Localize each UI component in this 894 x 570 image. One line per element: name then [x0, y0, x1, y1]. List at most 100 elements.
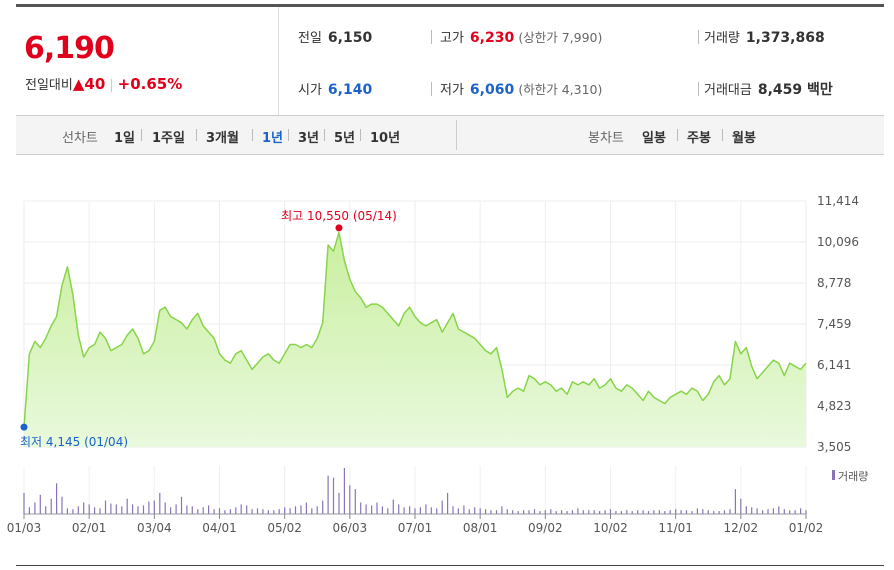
divider: [196, 129, 197, 141]
trade-amount: 거래대금 8,459 백만: [704, 79, 833, 99]
volume-bar: [322, 500, 324, 514]
volume-bar: [425, 504, 427, 514]
prev-close-value: 6,150: [327, 30, 373, 46]
volume-bar: [39, 494, 41, 514]
volume-bar: [311, 508, 313, 515]
volume-bar: [685, 510, 688, 514]
volume-bar: [23, 492, 25, 514]
volume-bar: [229, 509, 231, 514]
x-tick-label: 12/02: [724, 521, 759, 535]
volume-bar: [240, 504, 242, 514]
change-label: 전일대비: [25, 78, 73, 93]
volume-bar: [414, 508, 416, 515]
volume-bar: [566, 511, 568, 514]
volume-value: 1,373,868: [745, 30, 825, 46]
price-line: [23, 231, 807, 428]
chart-tabs: 선차트 1일 1주일 3개월 1년 3년 5년 10년 봉차트 일봉 주봉 월봉: [16, 116, 884, 155]
divider: [698, 82, 699, 96]
volume-bar: [474, 507, 476, 514]
divider: [431, 82, 432, 96]
volume-legend-label: 거래량: [838, 470, 868, 483]
volume-bar: [479, 508, 481, 515]
volume-bar: [528, 510, 530, 514]
open-label: 시가: [298, 83, 322, 98]
volume-bar: [756, 508, 758, 515]
volume: 거래량 1,373,868: [704, 27, 825, 46]
volume-bar: [718, 511, 720, 514]
tab-1d[interactable]: 1일: [114, 131, 136, 146]
tab-1y[interactable]: 1년: [262, 131, 284, 146]
volume-bar: [468, 509, 470, 514]
divider: [698, 30, 699, 44]
divider: [722, 129, 723, 141]
volume-bar: [392, 499, 394, 514]
volume-bar: [447, 492, 449, 514]
volume-bar: [647, 511, 650, 514]
volume-bar: [88, 504, 90, 514]
volume-bar: [305, 502, 307, 514]
volume-bar: [332, 477, 335, 514]
volume-bar: [256, 508, 259, 515]
volume-bar: [696, 508, 698, 515]
tab-3y[interactable]: 3년: [298, 131, 320, 146]
volume-bar: [66, 508, 68, 515]
price-area: [24, 232, 806, 447]
tab-group-divider: [456, 120, 457, 150]
volume-bar: [202, 507, 204, 514]
volume-bar: [604, 510, 606, 514]
volume-bar: [132, 504, 134, 514]
tab-3m[interactable]: 3개월: [206, 131, 239, 146]
volume-bar: [126, 498, 128, 514]
tab-monthly[interactable]: 월봉: [732, 131, 756, 146]
volume-bar: [110, 503, 112, 514]
volume-bar: [533, 509, 536, 514]
volume-bar: [702, 509, 704, 514]
volume-bar: [343, 468, 345, 514]
volume-bar: [794, 510, 796, 514]
volume-bar: [398, 504, 400, 514]
tab-5y[interactable]: 5년: [334, 131, 356, 146]
change-percent: +0.65%: [117, 75, 183, 93]
volume-bar: [409, 506, 411, 514]
tab-weekly[interactable]: 주봉: [687, 131, 711, 146]
y-tick-label: 7,459: [817, 317, 851, 331]
volume-bar: [170, 507, 172, 514]
volume-bar: [218, 508, 221, 515]
volume-bar: [772, 508, 774, 515]
volume-bar: [762, 510, 764, 514]
divider: [677, 129, 678, 141]
y-tick-label: 6,141: [817, 358, 851, 372]
volume-bar: [430, 507, 432, 514]
volume-bar: [691, 511, 693, 514]
open-value: 6,140: [327, 82, 373, 98]
low-value: 6,060: [469, 82, 515, 98]
high-price: 고가 6,230 (상한가 7,990): [440, 27, 602, 46]
volume-bar: [191, 506, 193, 514]
x-tick-label: 01/02: [789, 521, 824, 535]
volume-bar: [631, 511, 633, 514]
volume-bar: [544, 510, 546, 514]
low-price: 저가 6,060 (하한가 4,310): [440, 79, 602, 98]
tab-daily[interactable]: 일봉: [642, 131, 666, 146]
x-tick-label: 02/01: [72, 521, 107, 535]
volume-bar: [235, 507, 237, 514]
volume-bar: [213, 509, 215, 514]
divider: [252, 129, 253, 141]
volume-bar: [664, 511, 666, 514]
x-tick-label: 08/01: [463, 521, 498, 535]
tab-10y[interactable]: 10년: [370, 131, 401, 146]
volume-bar: [609, 509, 612, 514]
x-tick-label: 07/01: [398, 521, 433, 535]
volume-bar: [104, 500, 107, 514]
volume-bar: [376, 502, 378, 514]
volume-bar: [485, 509, 487, 514]
volume-bar: [61, 496, 63, 515]
volume-bar: [316, 506, 318, 514]
volume-bar: [34, 502, 36, 514]
volume-bar: [142, 505, 145, 514]
volume-bar: [707, 510, 709, 514]
volume-bar: [267, 510, 269, 514]
tab-1w[interactable]: 1주일: [152, 131, 185, 146]
volume-bar: [571, 510, 574, 514]
volume-bar: [77, 506, 79, 514]
